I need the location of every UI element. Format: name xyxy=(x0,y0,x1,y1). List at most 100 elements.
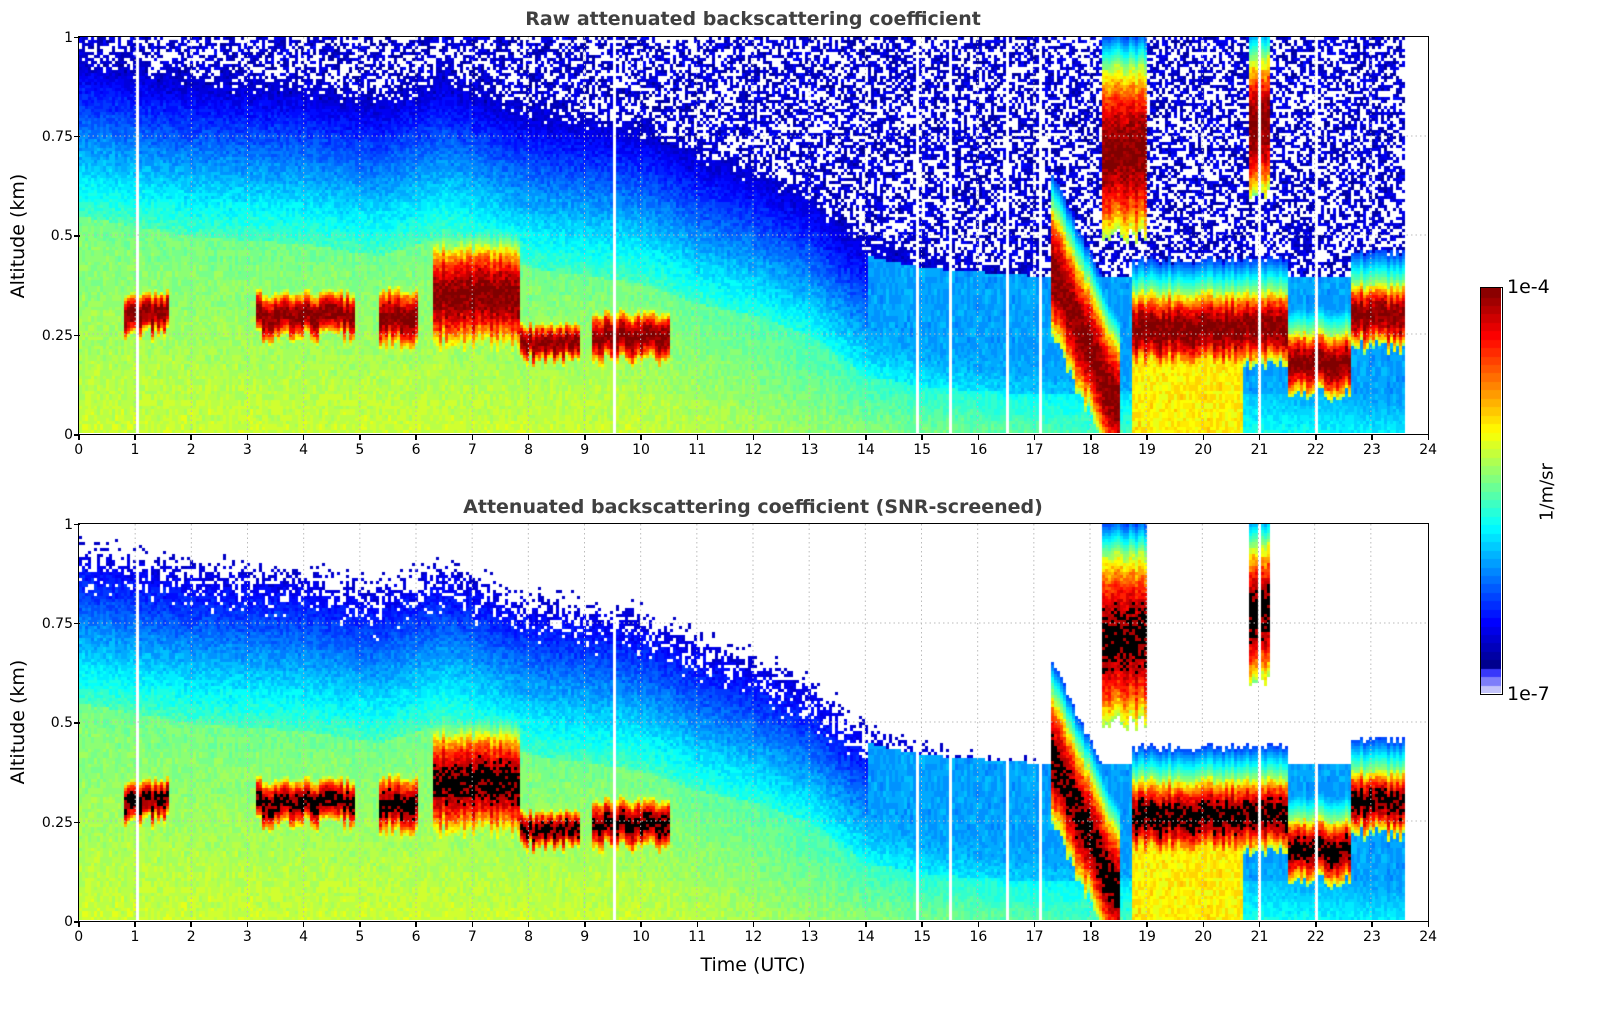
x-tick-label: 3 xyxy=(242,929,252,945)
x-tick-label: 7 xyxy=(467,929,477,945)
x-tick-mark xyxy=(1033,434,1036,440)
x-tick-label: 13 xyxy=(800,442,819,458)
x-tick-label: 4 xyxy=(299,442,309,458)
raw-backscatter-heatmap xyxy=(78,36,1429,435)
x-tick-mark xyxy=(359,434,361,440)
x-tick-label: 3 xyxy=(242,442,252,458)
x-tick-label: 15 xyxy=(913,929,932,945)
x-tick-mark xyxy=(1202,921,1205,927)
colorbar-max-label: 1e-4 xyxy=(1507,276,1550,298)
x-tick-mark xyxy=(752,434,755,440)
x-tick-label: 5 xyxy=(355,929,365,945)
x-tick-mark xyxy=(921,921,923,927)
x-tick-mark xyxy=(246,434,249,440)
x-tick-label: 14 xyxy=(856,442,875,458)
x-tick-label: 19 xyxy=(1138,442,1156,458)
bottom-plot-title: Attenuated backscattering coefficient (S… xyxy=(463,496,1043,518)
x-tick-label: 0 xyxy=(74,442,84,458)
x-tick-mark xyxy=(808,921,811,927)
y-tick-label: 0.25 xyxy=(41,814,73,831)
x-tick-mark xyxy=(527,921,530,927)
x-tick-label: 0 xyxy=(74,929,84,945)
x-tick-label: 16 xyxy=(969,929,988,945)
y-tick-mark xyxy=(74,523,80,525)
x-tick-mark xyxy=(415,921,417,927)
x-tick-label: 6 xyxy=(411,929,421,945)
x-tick-mark xyxy=(78,921,80,927)
y-tick-mark xyxy=(74,36,80,38)
x-tick-mark xyxy=(1146,921,1148,927)
x-tick-label: 4 xyxy=(299,929,309,945)
x-tick-mark xyxy=(1427,434,1429,440)
y-tick-mark xyxy=(74,235,80,237)
x-tick-mark xyxy=(1315,434,1317,440)
y-tick-label: 0.5 xyxy=(50,715,73,732)
x-tick-mark xyxy=(752,921,755,927)
y-tick-mark xyxy=(74,921,80,923)
colorbar-gradient xyxy=(1481,288,1501,693)
x-tick-label: 24 xyxy=(1419,442,1438,458)
x-tick-mark xyxy=(527,434,530,440)
x-tick-label: 2 xyxy=(186,442,196,458)
raw-heatmap-canvas xyxy=(79,37,1427,433)
x-tick-mark xyxy=(415,434,417,440)
x-tick-label: 5 xyxy=(355,442,365,458)
x-tick-label: 23 xyxy=(1363,442,1381,458)
x-tick-mark xyxy=(78,434,80,440)
x-tick-mark xyxy=(1371,434,1373,440)
x-tick-label: 6 xyxy=(411,442,421,458)
x-tick-mark xyxy=(1090,921,1092,927)
x-tick-mark xyxy=(977,434,980,440)
x-tick-label: 24 xyxy=(1419,929,1438,945)
x-tick-mark xyxy=(134,921,136,927)
x-tick-label: 22 xyxy=(1306,442,1325,458)
top-plot-title: Raw attenuated backscattering coefficien… xyxy=(525,8,981,30)
x-tick-label: 21 xyxy=(1250,929,1269,945)
x-tick-label: 15 xyxy=(913,442,932,458)
x-tick-mark xyxy=(584,434,586,440)
x-tick-mark xyxy=(1258,921,1261,927)
x-tick-mark xyxy=(696,921,699,927)
x-tick-label: 13 xyxy=(800,929,819,945)
top-y-axis-label: Altitude (km) xyxy=(7,173,29,299)
x-tick-label: 20 xyxy=(1194,442,1213,458)
x-tick-mark xyxy=(1090,434,1092,440)
x-tick-mark xyxy=(977,921,980,927)
x-tick-mark xyxy=(865,921,867,927)
x-tick-mark xyxy=(302,921,305,927)
x-tick-label: 16 xyxy=(969,442,988,458)
x-tick-label: 21 xyxy=(1250,442,1269,458)
x-tick-label: 7 xyxy=(467,442,477,458)
y-tick-mark xyxy=(74,821,80,824)
x-tick-mark xyxy=(696,434,699,440)
x-tick-label: 1 xyxy=(130,929,140,945)
x-tick-mark xyxy=(808,434,811,440)
colorbar-min-label: 1e-7 xyxy=(1507,683,1550,705)
x-tick-label: 11 xyxy=(688,442,707,458)
y-tick-mark xyxy=(74,334,80,337)
x-tick-mark xyxy=(134,434,136,440)
x-tick-mark xyxy=(471,434,474,440)
x-tick-mark xyxy=(640,434,642,440)
x-tick-label: 23 xyxy=(1363,929,1381,945)
x-tick-mark xyxy=(1202,434,1205,440)
x-tick-mark xyxy=(921,434,923,440)
x-tick-mark xyxy=(1371,921,1373,927)
x-tick-label: 22 xyxy=(1306,929,1325,945)
x-tick-mark xyxy=(190,921,192,927)
x-tick-mark xyxy=(1315,921,1317,927)
x-tick-mark xyxy=(1258,434,1261,440)
x-tick-label: 14 xyxy=(856,929,875,945)
x-tick-label: 18 xyxy=(1081,442,1100,458)
x-tick-mark xyxy=(190,434,192,440)
x-tick-label: 9 xyxy=(580,442,590,458)
x-tick-mark xyxy=(1146,434,1148,440)
x-tick-label: 17 xyxy=(1025,929,1044,945)
x-tick-label: 11 xyxy=(688,929,707,945)
y-tick-label: 0.75 xyxy=(41,128,73,145)
y-tick-label: 0.5 xyxy=(50,228,73,245)
screened-heatmap-canvas xyxy=(79,524,1427,920)
y-tick-mark xyxy=(74,722,80,724)
x-tick-label: 8 xyxy=(524,442,533,458)
screened-backscatter-heatmap xyxy=(78,523,1429,922)
